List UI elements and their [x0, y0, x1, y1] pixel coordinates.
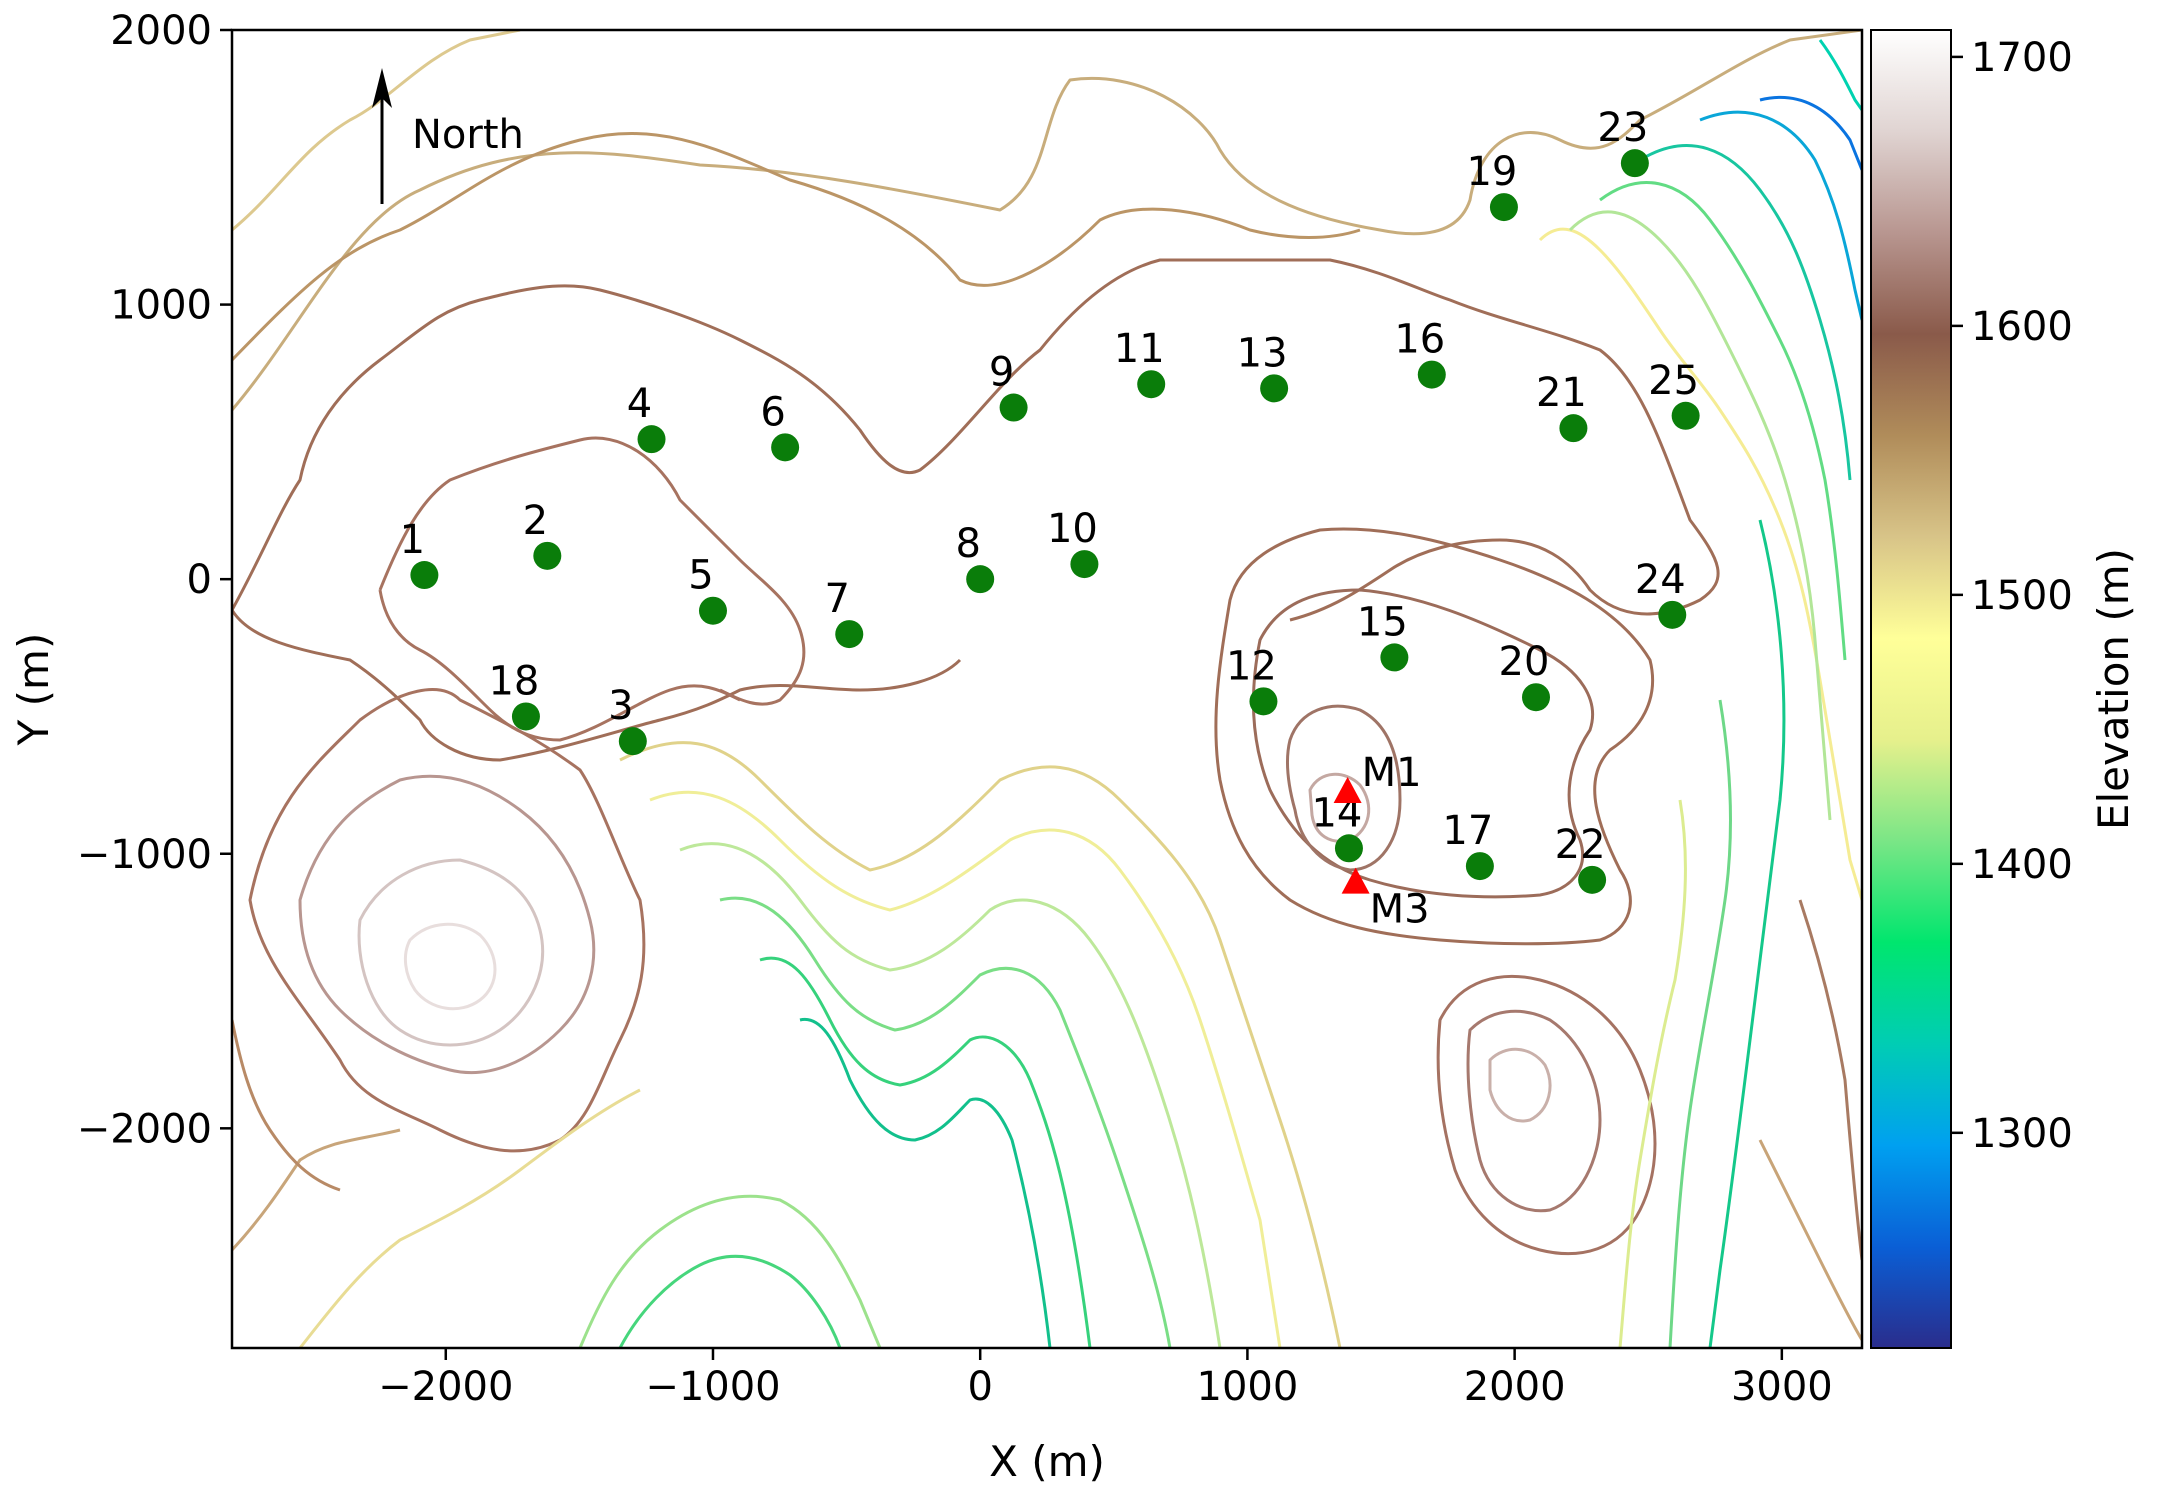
- mast-marker: [1333, 776, 1362, 803]
- site-label: 10: [1047, 506, 1098, 552]
- site-label: 4: [627, 381, 652, 427]
- north-arrow-icon: [372, 68, 392, 108]
- mast-label: M3: [1370, 887, 1430, 933]
- colorbar-axis: 1300 1400 1500 1600 1700: [1951, 35, 2073, 1157]
- site-label: 13: [1237, 330, 1288, 376]
- site-marker: [698, 596, 727, 625]
- site-markers: 1 234567891011121314151617181920212223242…: [400, 105, 1700, 933]
- site-label: 22: [1555, 822, 1606, 868]
- site-label: 21: [1536, 370, 1587, 416]
- site-marker: [966, 565, 995, 594]
- site-marker: [1671, 401, 1700, 430]
- x-tick-label: 1000: [1197, 1364, 1299, 1410]
- site-label: 12: [1226, 643, 1277, 689]
- site-marker: [1249, 687, 1278, 716]
- colorbar: [1870, 29, 1952, 1349]
- site-label: 6: [760, 389, 785, 435]
- site-marker: [835, 620, 864, 649]
- site-marker: [999, 393, 1028, 422]
- site-marker: [1137, 370, 1166, 399]
- site-label: 7: [825, 576, 850, 622]
- site-marker: [511, 702, 540, 731]
- site-label: 24: [1635, 557, 1686, 603]
- site-marker: [637, 425, 666, 454]
- site-label: 15: [1357, 599, 1408, 645]
- site-marker: [1465, 852, 1494, 881]
- y-axis: −2000 −1000 0 1000 2000: [77, 8, 232, 1152]
- site-label: 5: [688, 553, 713, 599]
- site-marker: [1070, 550, 1099, 579]
- mast-marker: [1341, 867, 1370, 894]
- site-marker: [1658, 600, 1687, 629]
- site-marker: [533, 541, 562, 570]
- site-marker: [1260, 374, 1289, 403]
- mast-label: M1: [1362, 750, 1422, 796]
- site-marker: [1559, 414, 1588, 443]
- site-label: 20: [1499, 639, 1550, 685]
- x-tick-label: 3000: [1731, 1364, 1833, 1410]
- y-tick-label: 1000: [110, 283, 212, 329]
- plot-area: [232, 30, 1862, 1348]
- site-label: 2: [523, 498, 548, 544]
- contour-lines: [232, 30, 1862, 1348]
- north-label: North: [412, 112, 524, 158]
- site-label: 19: [1466, 149, 1517, 195]
- site-label: 9: [989, 350, 1014, 396]
- colorbar-tick-label: 1500: [1971, 573, 2073, 619]
- y-tick-label: −1000: [77, 832, 212, 878]
- site-label: 18: [488, 658, 539, 704]
- colorbar-tick-label: 1300: [1971, 1111, 2073, 1157]
- colorbar-title: Elevation (m): [2089, 548, 2138, 830]
- site-marker: [771, 433, 800, 462]
- site-label: 11: [1114, 326, 1165, 372]
- y-axis-title: Y (m): [9, 633, 58, 747]
- x-tick-label: 2000: [1464, 1364, 1566, 1410]
- x-tick-label: −2000: [378, 1364, 513, 1410]
- site-label: 23: [1597, 105, 1648, 151]
- x-axis: −2000 −1000 0 1000 2000 3000: [378, 1348, 1833, 1410]
- x-tick-label: 0: [967, 1364, 992, 1410]
- y-tick-label: 2000: [110, 8, 212, 54]
- site-marker: [1380, 643, 1409, 672]
- site-label: 3: [608, 683, 633, 729]
- site-marker: [1334, 834, 1363, 863]
- colorbar-tick-label: 1600: [1971, 304, 2073, 350]
- site-marker: [1522, 683, 1550, 712]
- north-arrow: North: [372, 68, 524, 204]
- site-marker: [1620, 149, 1649, 178]
- site-marker: [410, 561, 439, 590]
- site-label: 16: [1394, 317, 1445, 363]
- x-tick-label: −1000: [645, 1364, 780, 1410]
- x-axis-title: X (m): [989, 1437, 1105, 1486]
- y-tick-label: −2000: [77, 1106, 212, 1152]
- site-label: 25: [1648, 358, 1699, 404]
- site-label: 1: [400, 517, 425, 563]
- site-label: 17: [1442, 808, 1493, 854]
- y-tick-label: 0: [187, 557, 212, 603]
- site-marker: [1578, 865, 1607, 894]
- colorbar-tick-label: 1400: [1971, 842, 2073, 888]
- site-label: 8: [955, 521, 980, 567]
- site-marker: [618, 727, 647, 756]
- site-marker: [1417, 360, 1446, 389]
- site-marker: [1489, 193, 1518, 222]
- colorbar-tick-label: 1700: [1971, 35, 2073, 81]
- plot-frame: [230, 28, 1864, 1350]
